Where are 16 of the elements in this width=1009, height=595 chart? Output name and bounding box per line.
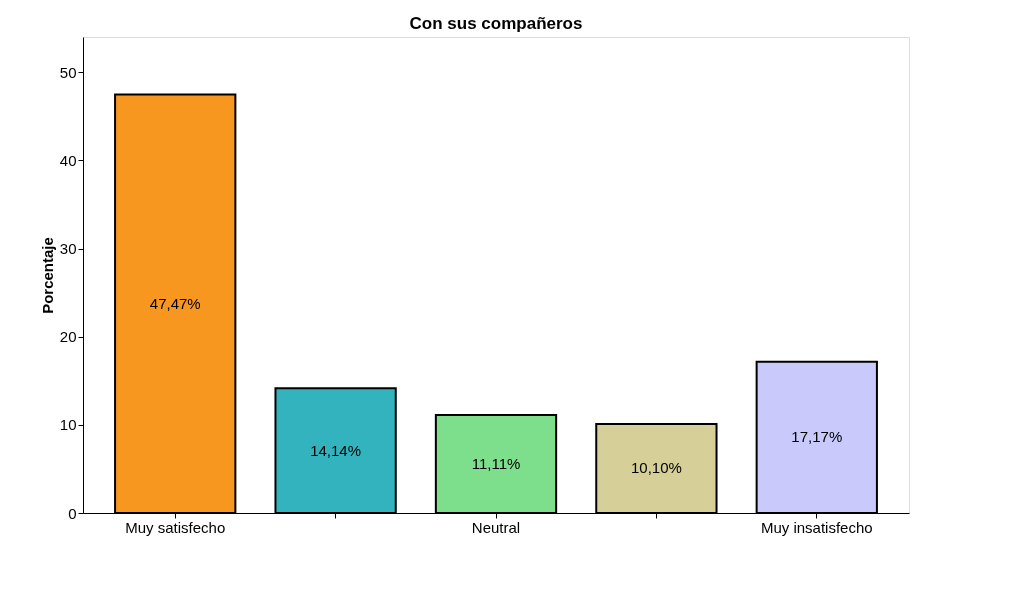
y-tick-label: 30 [59, 240, 77, 258]
data-label: 17,17% [791, 428, 843, 446]
y-tick-label: 50 [59, 63, 77, 81]
x-tick-label: Neutral [471, 518, 521, 536]
y-axis-title: Porcentaje [38, 237, 56, 314]
y-tick-label: 40 [59, 151, 77, 169]
y-tick-label: 10 [59, 416, 77, 434]
chart-title: Con sus compañeros [409, 14, 583, 33]
data-label: 47,47% [149, 294, 201, 312]
data-label: 14,14% [310, 441, 362, 459]
x-tick-label: Muy insatisfecho [760, 518, 873, 536]
y-tick-label: 20 [59, 328, 77, 346]
y-tick-label: 0 [68, 504, 77, 522]
x-tick-label: Muy satisfecho [125, 518, 226, 536]
data-label: 11,11% [471, 455, 521, 473]
data-label: 10,10% [630, 459, 682, 477]
